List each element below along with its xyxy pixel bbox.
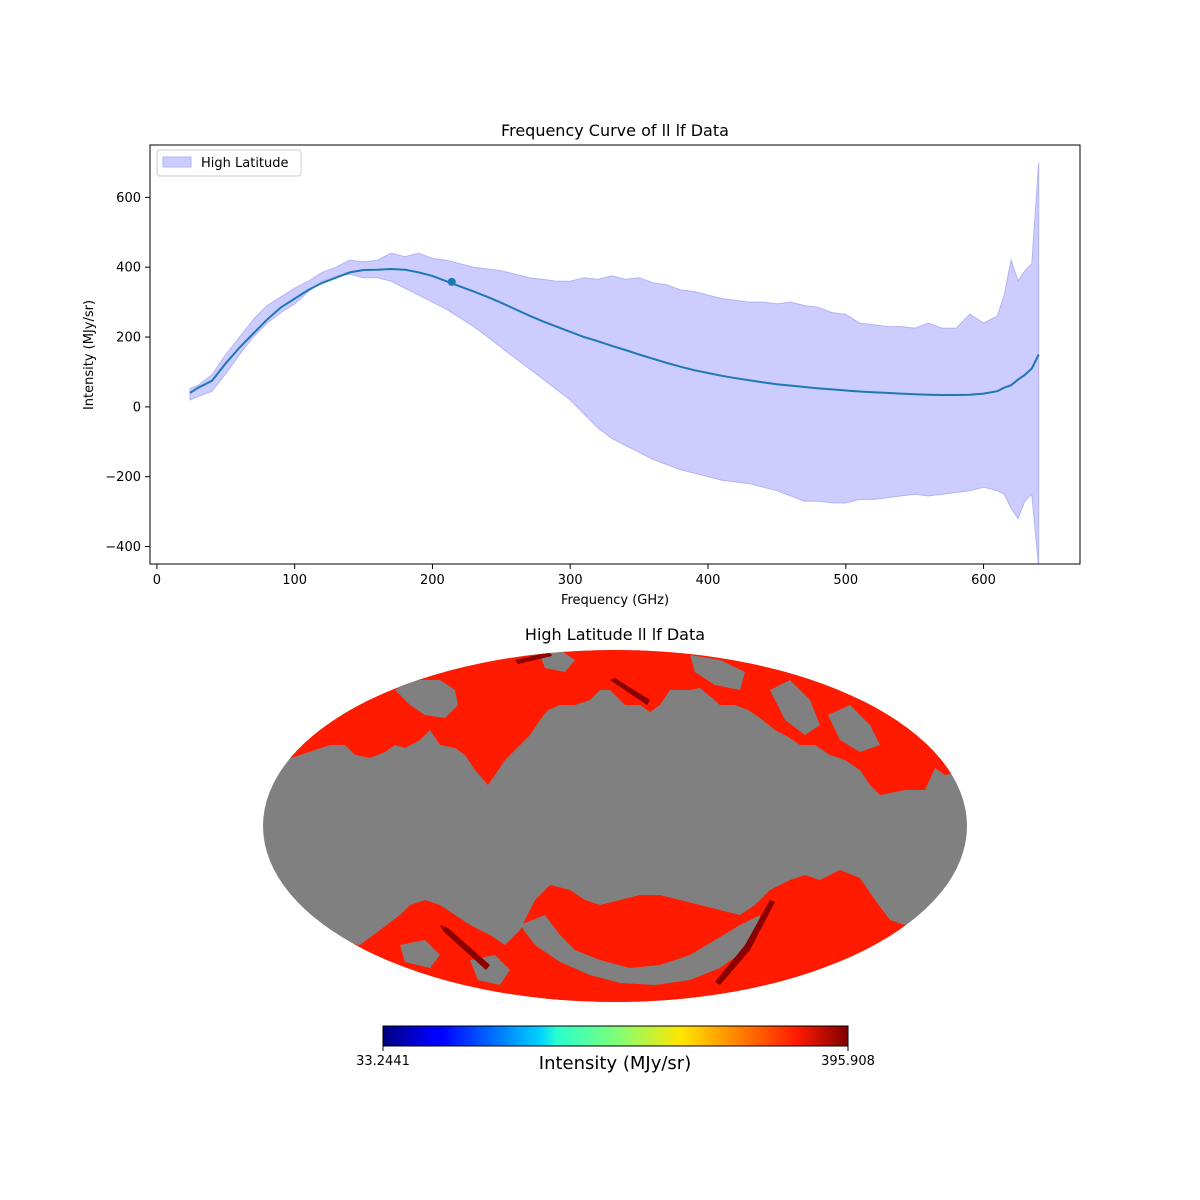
- y-tick-label: 200: [116, 331, 141, 346]
- colorbar-label: Intensity (MJy/sr): [539, 1053, 691, 1074]
- map-streak-3: [610, 678, 650, 705]
- colorbar-max-label: 395.908: [821, 1054, 875, 1069]
- y-axis-label: Intensity (MJy/sr): [82, 300, 97, 410]
- map-gap-north-1: [395, 680, 458, 718]
- chart-title: Frequency Curve of ll lf Data: [501, 121, 729, 140]
- mean-line: [189, 267, 1040, 396]
- mollweide-map: [263, 650, 967, 1002]
- map-streak-4: [515, 652, 552, 664]
- plot-frame: [149, 144, 1081, 565]
- colorbar-min-label: 33.2441: [356, 1054, 410, 1069]
- colorbar: 33.2441 395.908 Intensity (MJy/sr): [356, 1025, 875, 1074]
- sky-map: High Latitude ll lf Data: [263, 625, 967, 1074]
- y-tick-label: 600: [116, 191, 141, 206]
- y-tick-label: −400: [105, 540, 141, 555]
- colorbar-gradient: [382, 1025, 849, 1047]
- x-tick-label: 400: [696, 573, 721, 588]
- y-tick-label: 400: [116, 261, 141, 276]
- map-gap-south-3: [400, 940, 440, 968]
- legend-label: High Latitude: [201, 156, 289, 171]
- x-tick-label: 300: [558, 573, 583, 588]
- legend: High Latitude: [156, 149, 302, 177]
- x-axis-label: Frequency (GHz): [561, 593, 669, 608]
- legend-swatch: [162, 156, 192, 168]
- map-region-south: [263, 870, 967, 1002]
- y-axis: −400 −200 0 200 400 600: [105, 191, 150, 555]
- map-streak-2: [440, 925, 490, 970]
- frequency-curve-chart: Frequency Curve of ll lf Data 0 100 200 300…: [82, 121, 1081, 608]
- y-tick-label: −200: [105, 470, 141, 485]
- map-streak-1: [715, 900, 775, 985]
- x-tick-label: 0: [153, 573, 161, 588]
- mean-line-marker: [447, 277, 456, 286]
- map-gap-north-2: [770, 680, 820, 735]
- map-gap-south-1: [520, 915, 760, 985]
- map-gap-north-3: [828, 705, 880, 752]
- x-tick-label: 600: [971, 573, 996, 588]
- x-axis: 0 100 200 300 400 500 600: [153, 564, 996, 588]
- high-latitude-band: [189, 162, 1040, 564]
- map-title: High Latitude ll lf Data: [525, 625, 705, 644]
- x-tick-label: 200: [420, 573, 445, 588]
- y-tick-label: 0: [133, 400, 141, 415]
- map-gap-north-4: [690, 655, 745, 690]
- legend-box: [156, 149, 302, 177]
- x-tick-label: 500: [833, 573, 858, 588]
- x-tick-label: 100: [282, 573, 307, 588]
